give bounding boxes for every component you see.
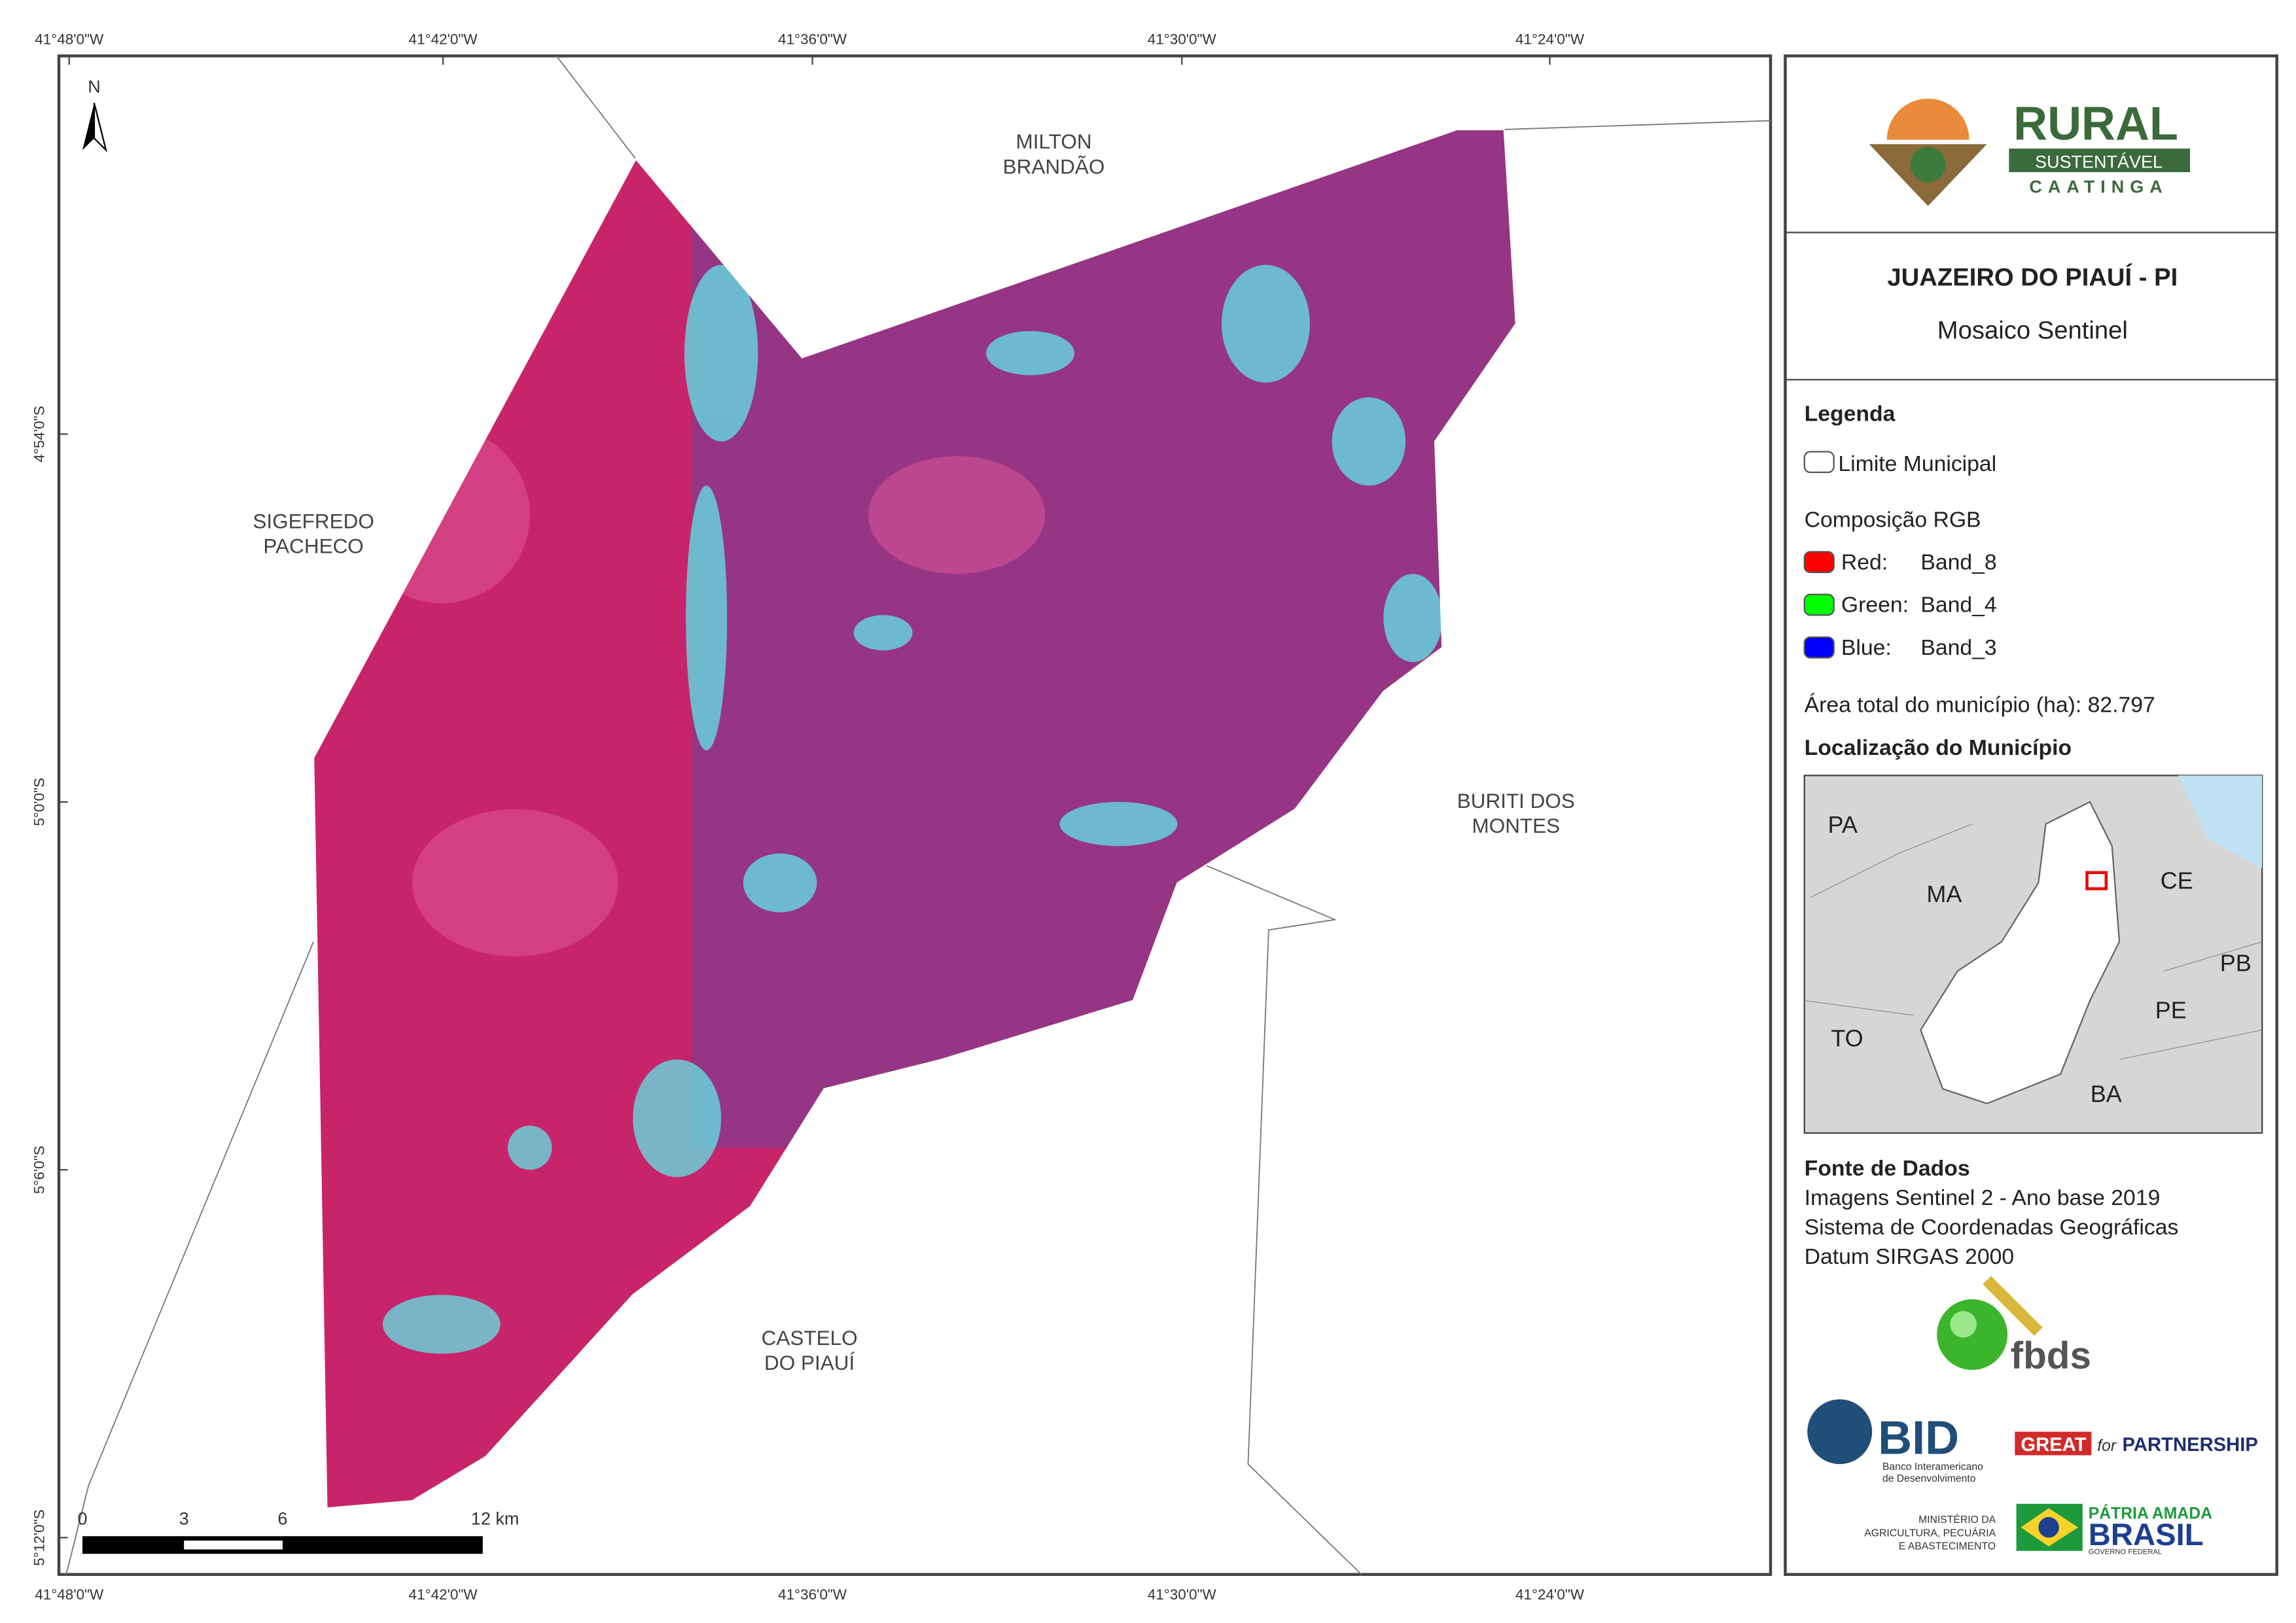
legend-label: Composição RGB bbox=[1805, 507, 1981, 532]
state-label: PA bbox=[1828, 811, 1858, 838]
legend-swatch bbox=[1803, 551, 1835, 574]
logo-text: AGRICULTURA, PECUÁRIA bbox=[1864, 1526, 1996, 1539]
lon-label: 41°30'0"W bbox=[1148, 1586, 1217, 1603]
lon-label: 41°36'0"W bbox=[778, 1586, 847, 1603]
legend-swatch bbox=[1803, 451, 1835, 474]
state-label: MA bbox=[1926, 881, 1962, 907]
lon-label: 41°30'0"W bbox=[1148, 31, 1217, 47]
logo-fbds: fbds bbox=[1937, 1276, 2091, 1377]
legend-label: Green: bbox=[1841, 593, 1909, 618]
lat-label: 5°12'0"S bbox=[31, 1509, 48, 1565]
place-label: BURITI DOS bbox=[1457, 789, 1575, 812]
logo-gov: MINISTÉRIO DA AGRICULTURA, PECUÁRIA E AB… bbox=[1864, 1503, 2212, 1556]
area-text: Área total do município (ha): 82.797 bbox=[1805, 693, 2155, 718]
legend-swatch bbox=[1803, 593, 1835, 616]
logo-text: for bbox=[2097, 1437, 2117, 1455]
logo-text: BID bbox=[1878, 1412, 1959, 1464]
logo-text: PÁTRIA AMADA bbox=[2089, 1504, 2212, 1522]
scale-label: 6 bbox=[277, 1509, 287, 1528]
north-label: N bbox=[88, 77, 101, 97]
source-line: Imagens Sentinel 2 - Ano base 2019 bbox=[1805, 1185, 2161, 1210]
place-label: DO PIAUÍ bbox=[764, 1351, 855, 1374]
legend-label: Band_8 bbox=[1920, 550, 1996, 574]
map-title: JUAZEIRO DO PIAUÍ - PI bbox=[1887, 262, 2178, 291]
state-label: PE bbox=[2155, 997, 2187, 1024]
logo-text: E ABASTECIMENTO bbox=[1899, 1541, 1996, 1552]
legend-label: Band_4 bbox=[1920, 593, 1996, 618]
legend-label: Band_3 bbox=[1920, 635, 1996, 660]
state-label: PB bbox=[2220, 950, 2252, 977]
place-label: MONTES bbox=[1472, 814, 1560, 837]
logo-text: RURAL bbox=[2013, 98, 2178, 150]
lon-label: 41°48'0"W bbox=[35, 31, 104, 47]
source-title: Fonte de Dados bbox=[1805, 1156, 1970, 1181]
neighbor-boundaries bbox=[65, 55, 1771, 1575]
scale-label: 3 bbox=[179, 1509, 189, 1528]
logo-bid: BID Banco Interamericano de Desenvolvime… bbox=[1807, 1399, 1983, 1484]
logo-text: SUSTENTÁVEL bbox=[2035, 152, 2163, 171]
logo-text: GOVERNO FEDERAL bbox=[2089, 1548, 2162, 1556]
state-label: BA bbox=[2091, 1081, 2122, 1108]
scale-bar: 0 3 6 12 km bbox=[77, 1509, 519, 1554]
lat-label: 5°0'0"S bbox=[31, 778, 48, 826]
municipal-boundary bbox=[313, 128, 1517, 1509]
location-title: Localização do Município bbox=[1805, 735, 2072, 760]
state-label: CE bbox=[2161, 867, 2193, 894]
source-line: Datum SIRGAS 2000 bbox=[1805, 1244, 2014, 1269]
source-line: Sistema de Coordenadas Geográficas bbox=[1805, 1215, 2179, 1240]
logo-text: CAATINGA bbox=[2029, 177, 2168, 197]
place-label: PACHECO bbox=[263, 534, 363, 558]
logo-text: PARTNERSHIP bbox=[2123, 1435, 2258, 1456]
legend-label: Limite Municipal bbox=[1838, 451, 1996, 476]
lon-label: 41°36'0"W bbox=[778, 31, 847, 47]
place-label: SIGEFREDO bbox=[253, 510, 374, 533]
logo-text: BRASIL bbox=[2089, 1518, 2204, 1552]
logo-text: GREAT bbox=[2021, 1435, 2086, 1456]
logo-text: de Desenvolvimento bbox=[1882, 1473, 1976, 1484]
legend-title: Legenda bbox=[1805, 401, 1896, 426]
lon-label: 41°24'0"W bbox=[1515, 31, 1585, 47]
legend-label: Red: bbox=[1841, 550, 1888, 574]
lat-label: 4°54'0"S bbox=[31, 406, 48, 462]
map-subtitle: Mosaico Sentinel bbox=[1937, 316, 2128, 344]
logo-great: GREAT for PARTNERSHIP bbox=[2015, 1431, 2258, 1456]
legend-swatch bbox=[1803, 636, 1835, 659]
inset-map bbox=[1803, 775, 2263, 1134]
place-label: MILTON bbox=[1016, 130, 1092, 153]
north-arrow: N bbox=[82, 77, 108, 153]
lon-label: 41°42'0"W bbox=[409, 31, 478, 47]
lat-label: 5°6'0"S bbox=[31, 1145, 48, 1194]
legend-label: Blue: bbox=[1841, 635, 1892, 660]
logo-text: fbds bbox=[2011, 1335, 2091, 1377]
place-label: BRANDÃO bbox=[1003, 154, 1105, 178]
logo-text: Banco Interamericano bbox=[1882, 1461, 1983, 1473]
logo-text: MINISTÉRIO DA bbox=[1918, 1513, 1996, 1526]
scale-label: 12 km bbox=[471, 1509, 519, 1528]
scale-label: 0 bbox=[77, 1509, 87, 1528]
lon-label: 41°48'0"W bbox=[35, 1586, 104, 1603]
state-label: TO bbox=[1831, 1024, 1863, 1051]
lon-label: 41°24'0"W bbox=[1515, 1586, 1585, 1603]
lon-label: 41°42'0"W bbox=[409, 1586, 478, 1603]
logo-rural: RURAL SUSTENTÁVEL CAATINGA bbox=[1869, 98, 2191, 206]
place-label: CASTELO bbox=[762, 1326, 858, 1350]
